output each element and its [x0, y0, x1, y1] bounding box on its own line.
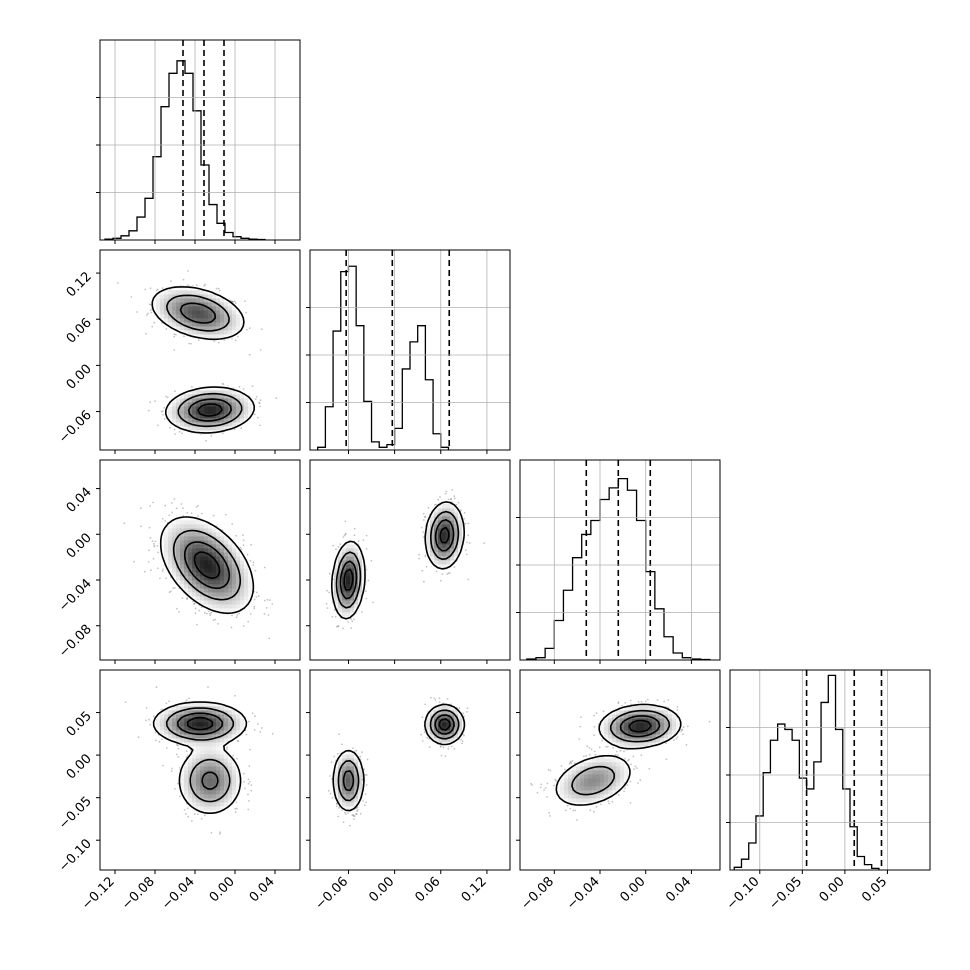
histogram-3-frame [729, 669, 931, 871]
contour-line [152, 701, 248, 814]
x-tick-label: 0.12 [459, 874, 490, 905]
joint-0-3 [124, 686, 274, 835]
x-tick-label: −0.12 [79, 874, 118, 913]
contour-line [438, 718, 451, 731]
histogram-0-frame [99, 39, 301, 241]
y-tick-label: −0.04 [56, 576, 95, 615]
contour-line [186, 716, 214, 731]
x-tick-label: −0.04 [564, 874, 603, 913]
histogram-3 [733, 670, 883, 870]
contour-line [343, 526, 450, 591]
x-tick-label: 0.00 [817, 874, 848, 905]
joint-1-2 [325, 489, 486, 630]
histogram-bars [317, 265, 450, 450]
contour-line [166, 294, 243, 428]
y-tick-label: 0.00 [64, 751, 95, 782]
histogram-1-frame [309, 249, 511, 451]
contour-line [159, 516, 255, 615]
contour-line [628, 719, 652, 733]
x-tick-label: 0.04 [247, 874, 278, 905]
x-tick-label: −0.08 [518, 874, 557, 913]
joint-2-3 [530, 698, 711, 821]
x-tick-label: −0.10 [724, 874, 763, 913]
y-tick-label: −0.05 [56, 794, 95, 833]
y-tick-label: 0.06 [64, 315, 95, 346]
contour-line [555, 703, 682, 806]
joint-0-1 [117, 270, 278, 442]
density-shading [160, 516, 253, 613]
contour-line [339, 519, 455, 600]
joint-0-3-frame [99, 669, 301, 871]
histogram-bars [104, 60, 266, 240]
contour-line [571, 709, 671, 796]
y-tick-label: 0.00 [64, 531, 95, 562]
contour-line [165, 707, 235, 803]
contour-line [337, 709, 460, 802]
y-tick-label: 0.12 [64, 269, 95, 300]
contour-line [331, 501, 465, 620]
x-tick-label: −0.04 [159, 874, 198, 913]
histogram-0 [104, 40, 266, 240]
y-tick-label: 0.05 [64, 709, 95, 740]
contour-line [177, 712, 224, 790]
histogram-2-frame [519, 459, 721, 661]
joint-2-3-frame [519, 669, 721, 871]
y-tick-label: −0.10 [56, 836, 95, 875]
joint-0-2 [123, 498, 274, 640]
joint-1-3 [327, 696, 469, 827]
x-tick-label: −0.05 [766, 874, 805, 913]
x-tick-label: 0.00 [617, 874, 648, 905]
x-tick-label: 0.05 [859, 874, 890, 905]
contour-line [172, 529, 242, 601]
x-tick-label: 0.06 [413, 874, 444, 905]
joint-1-3-frame [309, 669, 511, 871]
contour-line [619, 715, 661, 738]
x-tick-label: 0.04 [663, 874, 694, 905]
x-tick-label: −0.08 [119, 874, 158, 913]
y-tick-label: 0.00 [64, 362, 95, 393]
x-tick-label: 0.00 [366, 874, 397, 905]
contour-line [335, 510, 460, 609]
y-tick-label: −0.06 [56, 408, 95, 447]
joint-1-2-frame [309, 459, 511, 661]
contour-line [151, 286, 255, 434]
contour-line [332, 703, 466, 812]
y-tick-label: −0.08 [56, 622, 95, 661]
x-tick-label: 0.00 [207, 874, 238, 905]
density-shading [334, 706, 467, 811]
contour-line [179, 302, 232, 422]
y-tick-label: 0.04 [64, 485, 95, 516]
histogram-1 [317, 250, 451, 450]
joint-0-1-frame [99, 249, 301, 451]
contour-line [183, 541, 231, 590]
contour-line [197, 403, 223, 417]
density-shading [152, 702, 249, 815]
contour-line [193, 551, 221, 579]
joint-0-2-frame [99, 459, 301, 661]
x-tick-label: −0.06 [313, 874, 352, 913]
contour-line [342, 714, 455, 792]
